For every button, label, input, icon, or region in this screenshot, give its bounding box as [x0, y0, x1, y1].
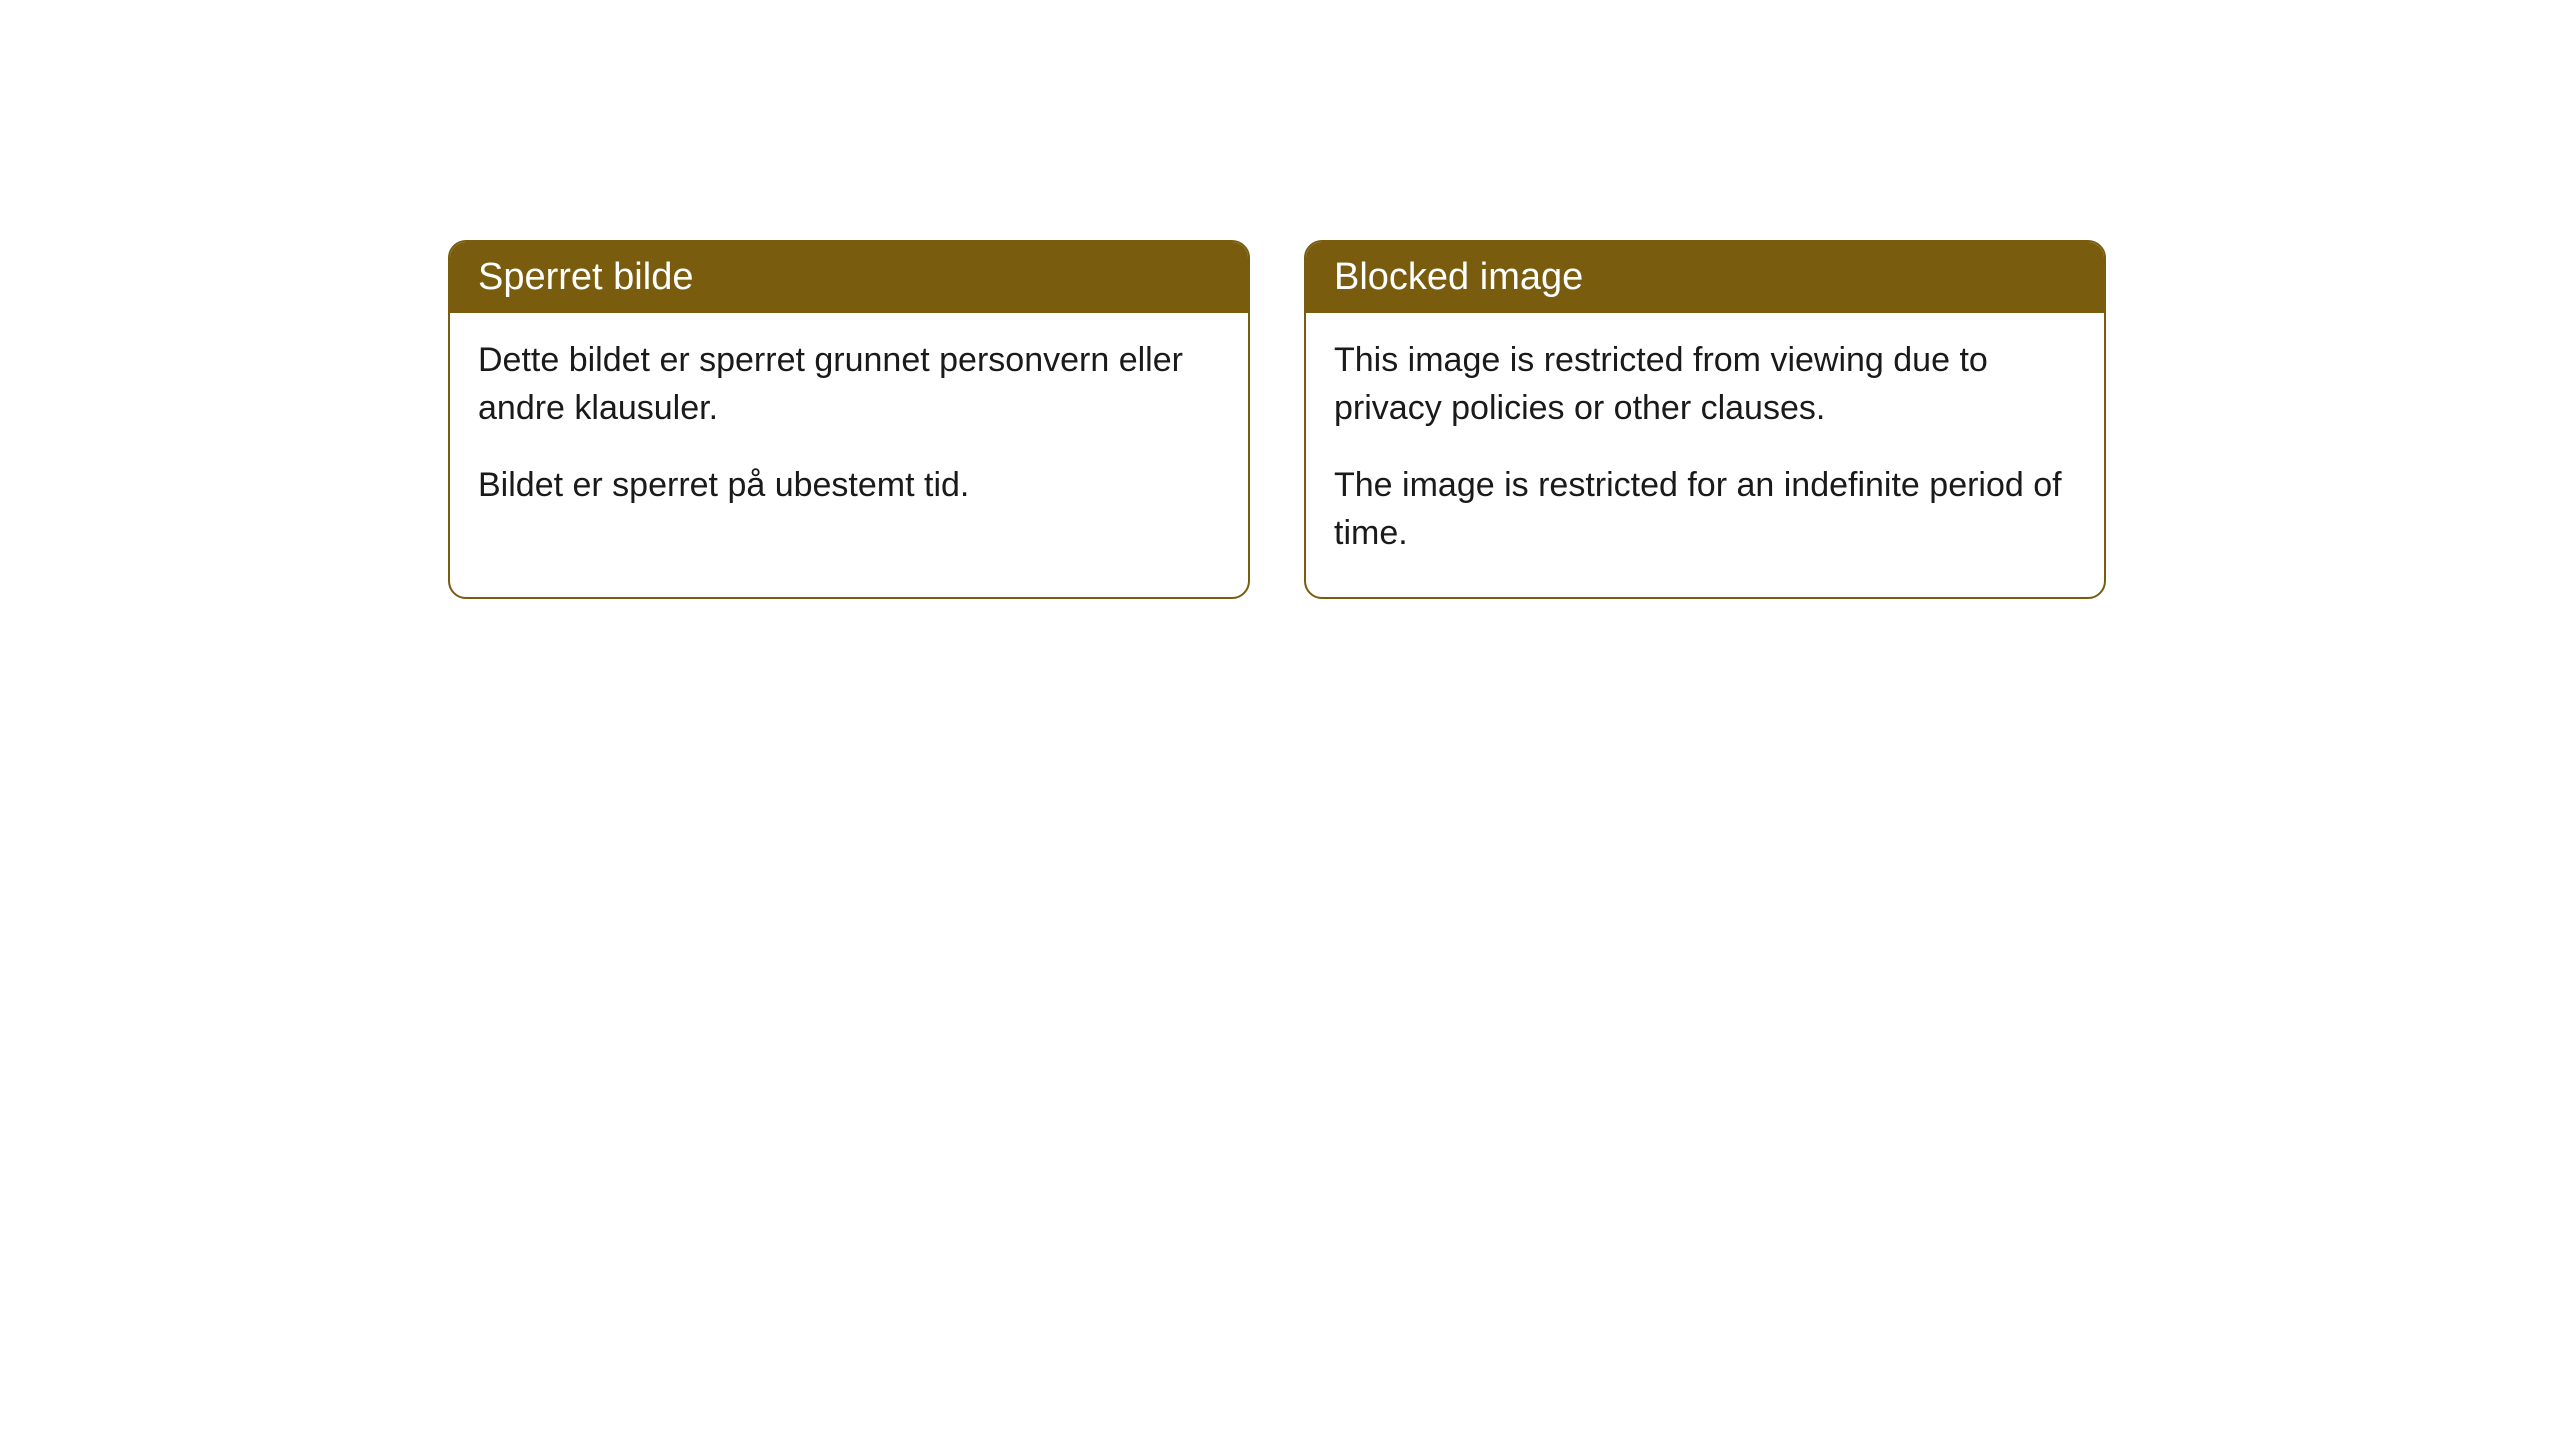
- card-header-norwegian: Sperret bilde: [450, 242, 1248, 313]
- card-paragraph-2-english: The image is restricted for an indefinit…: [1334, 462, 2076, 557]
- card-paragraph-1-norwegian: Dette bildet er sperret grunnet personve…: [478, 337, 1220, 432]
- notice-container: Sperret bilde Dette bildet er sperret gr…: [448, 240, 2106, 599]
- blocked-image-card-norwegian: Sperret bilde Dette bildet er sperret gr…: [448, 240, 1250, 599]
- card-body-english: This image is restricted from viewing du…: [1306, 313, 2104, 597]
- card-header-english: Blocked image: [1306, 242, 2104, 313]
- blocked-image-card-english: Blocked image This image is restricted f…: [1304, 240, 2106, 599]
- card-body-norwegian: Dette bildet er sperret grunnet personve…: [450, 313, 1248, 550]
- card-paragraph-1-english: This image is restricted from viewing du…: [1334, 337, 2076, 432]
- card-title-norwegian: Sperret bilde: [478, 256, 693, 298]
- card-paragraph-2-norwegian: Bildet er sperret på ubestemt tid.: [478, 462, 1220, 510]
- card-title-english: Blocked image: [1334, 256, 1583, 298]
